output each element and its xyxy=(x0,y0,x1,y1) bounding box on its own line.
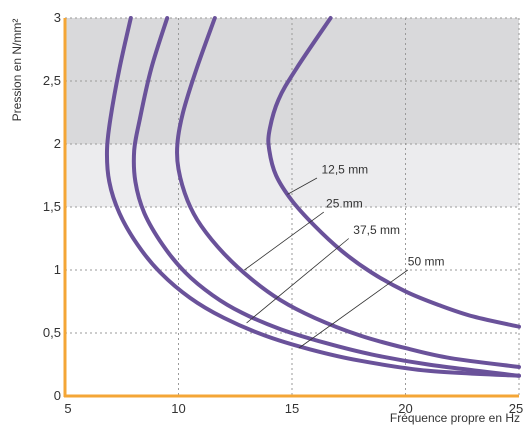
x-tick-labels: 5 10 15 20 25 xyxy=(64,401,523,416)
leader-line-37-5-mm xyxy=(246,238,350,324)
y-tick-labels: 0 0,5 1 1,5 2 2,5 3 xyxy=(43,10,61,403)
annotation-leaders xyxy=(244,177,409,349)
leader-line-25-mm xyxy=(244,211,325,271)
series-line-12-5-mm xyxy=(266,16,521,329)
y-tick-label: 2 xyxy=(54,136,61,151)
y-tick-label: 1,5 xyxy=(43,199,61,214)
y-tick-label: 2,5 xyxy=(43,73,61,88)
leader-line-12-5-mm xyxy=(287,177,318,195)
x-tick-label: 15 xyxy=(285,401,299,416)
curve-label-25-mm: 25 mm xyxy=(326,197,363,211)
x-tick-label: 5 xyxy=(64,401,71,416)
y-tick-label: 1 xyxy=(54,262,61,277)
series-curves xyxy=(104,16,521,378)
x-tick-label: 10 xyxy=(171,401,185,416)
curve-label-37-5-mm: 37,5 mm xyxy=(353,223,400,237)
series-line-25-mm xyxy=(174,16,521,369)
y-axis-title: Pression en N/mm² xyxy=(10,19,24,122)
y-tick-label: 0 xyxy=(54,388,61,403)
x-tick-label: 20 xyxy=(398,401,412,416)
curve-label-12-5-mm: 12,5 mm xyxy=(322,163,369,177)
curve-label-50-mm: 50 mm xyxy=(408,254,445,268)
y-tick-label: 0,5 xyxy=(43,325,61,340)
x-tick-label: 25 xyxy=(509,401,523,416)
series-line-37-5-mm xyxy=(131,16,521,378)
annotation-labels: 12,5 mm 25 mm 37,5 mm 50 mm xyxy=(322,163,445,269)
leader-line-50-mm xyxy=(298,269,409,349)
series-line-50-mm xyxy=(104,16,521,378)
axes xyxy=(63,18,519,398)
y-tick-label: 3 xyxy=(54,10,61,25)
x-axis-title: Fréquence propre en Hz xyxy=(390,411,520,425)
